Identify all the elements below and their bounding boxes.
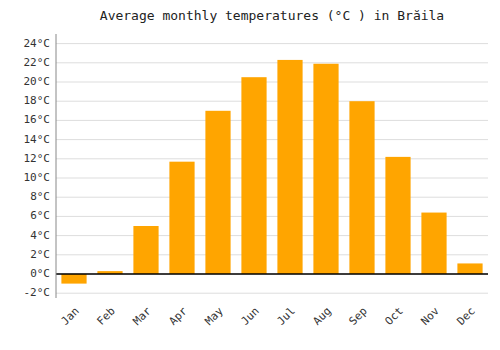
x-axis: Jan Feb Mar Apr May Jun Jul Aug Sep Oct Nov Dec — [59, 304, 478, 328]
x-tick-label: Feb — [95, 305, 118, 328]
grid-line — [56, 158, 488, 159]
y-tick-label: 18°C — [24, 94, 51, 107]
y-tick-label: 16°C — [24, 113, 51, 126]
grid-line — [56, 274, 488, 275]
y-tick-label: 10°C — [24, 171, 51, 184]
grid-line — [56, 178, 488, 179]
y-tick-label: 22°C — [24, 56, 51, 69]
x-tick-label: Aug — [311, 305, 334, 328]
grid-line — [56, 120, 488, 121]
y-tick-label: 0°C — [30, 267, 50, 280]
grid-line — [56, 43, 488, 44]
bars — [61, 60, 482, 284]
grid-line — [56, 62, 488, 63]
bar — [133, 226, 158, 274]
y-tick-label: 14°C — [24, 133, 51, 146]
chart-container: -2°C 0°C 2°C 4°C 6°C 8°C 10°C 12°C 14°C 16°C 18°C 2… — [0, 0, 500, 350]
x-tick-label: Oct — [383, 305, 406, 328]
bar — [457, 263, 482, 274]
y-axis: -2°C 0°C 2°C 4°C 6°C 8°C 10°C 12°C 14°C 16°C 18°C 2… — [24, 37, 51, 300]
chart-svg: -2°C 0°C 2°C 4°C 6°C 8°C 10°C 12°C 14°C 16°C 18°C 2… — [0, 0, 500, 350]
grid-line — [56, 197, 488, 198]
grid-line — [56, 293, 488, 294]
x-tick-label: Jul — [275, 305, 298, 328]
grid-line — [56, 101, 488, 102]
title: Average monthly temperatures (°C ) in Br… — [100, 8, 444, 23]
x-tick-label: Dec — [455, 305, 478, 328]
grid-line — [56, 139, 488, 140]
y-tick-label: 20°C — [24, 75, 51, 88]
y-tick-label: 6°C — [30, 209, 50, 222]
y-tick-label: 24°C — [24, 37, 51, 50]
y-tick-label: -2°C — [24, 286, 51, 299]
x-tick-label: Jan — [59, 305, 82, 328]
y-tick-label: 4°C — [30, 229, 50, 242]
x-tick-label: Apr — [167, 304, 191, 328]
x-tick-label: Nov — [419, 304, 443, 328]
x-tick-label: Sep — [347, 305, 370, 328]
y-tick-label: 2°C — [30, 248, 50, 261]
zero-line — [56, 273, 488, 275]
bar — [277, 60, 302, 274]
bar — [241, 77, 266, 274]
y-axis-line — [56, 34, 57, 298]
bar — [385, 157, 410, 274]
bar — [205, 111, 230, 274]
bar — [421, 213, 446, 274]
bar — [313, 64, 338, 274]
grid-line — [56, 82, 488, 83]
grid — [56, 44, 488, 294]
bar — [349, 101, 374, 274]
x-tick-label: May — [203, 304, 227, 328]
y-tick-label: 12°C — [24, 152, 51, 165]
x-tick-label: Mar — [131, 304, 155, 328]
bar — [61, 274, 86, 284]
x-tick-label: Jun — [239, 305, 262, 328]
bar — [169, 162, 194, 274]
y-tick-label: 8°C — [30, 190, 50, 203]
